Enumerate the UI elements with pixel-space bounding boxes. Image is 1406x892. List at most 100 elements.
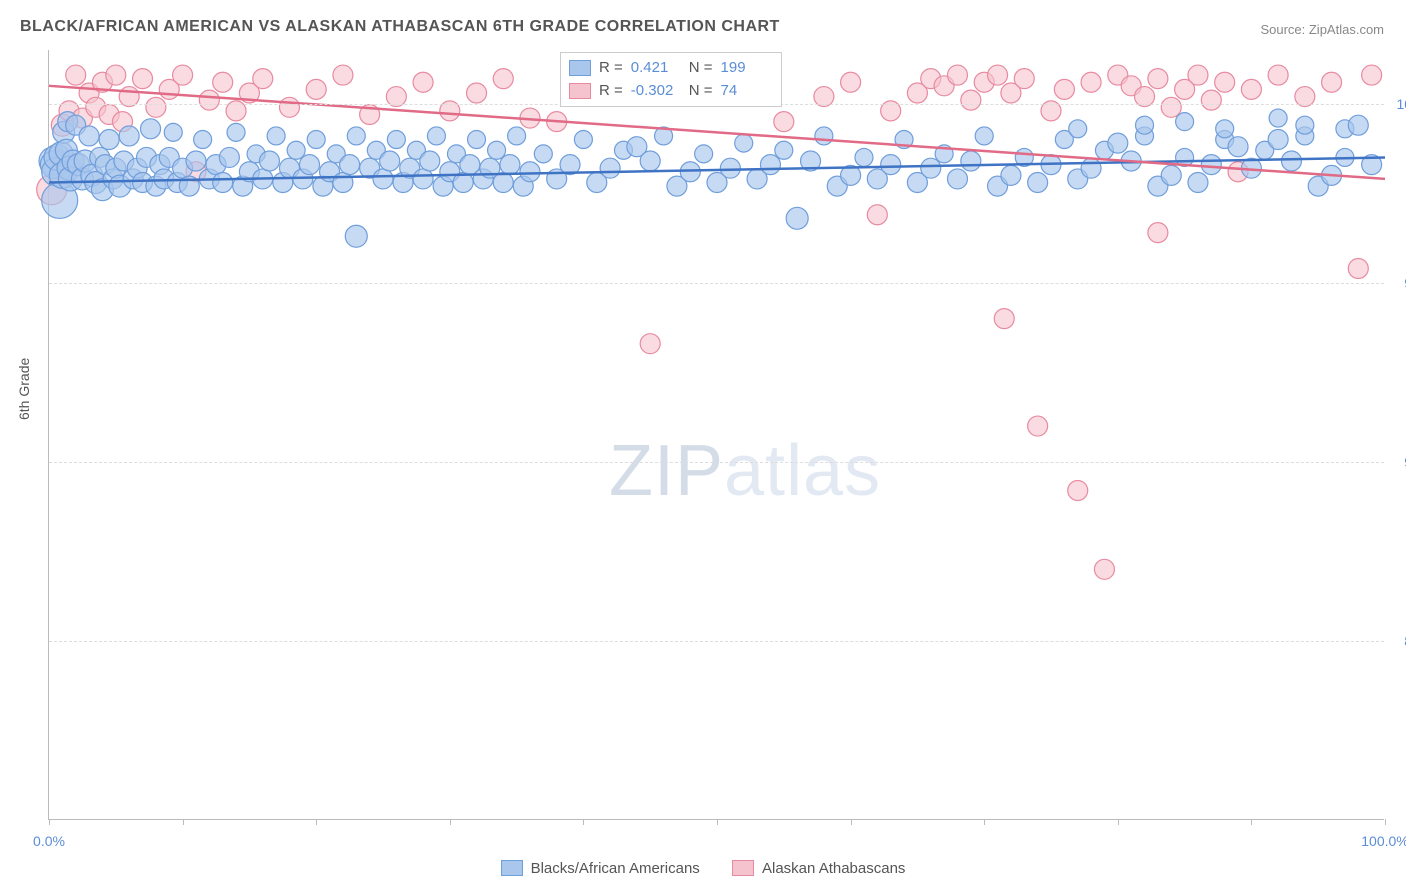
data-point xyxy=(380,151,400,171)
legend-item-2: Alaskan Athabascans xyxy=(732,860,905,877)
data-point xyxy=(1081,158,1101,178)
data-point xyxy=(413,169,433,189)
data-point xyxy=(219,147,239,167)
data-point xyxy=(1201,90,1221,110)
data-point xyxy=(988,65,1008,85)
data-point xyxy=(774,112,794,132)
data-point xyxy=(1054,79,1074,99)
data-point xyxy=(1028,416,1048,436)
data-point xyxy=(775,141,793,159)
data-point xyxy=(106,65,126,85)
data-point xyxy=(921,158,941,178)
data-point xyxy=(520,162,540,182)
swatch-pink-icon xyxy=(569,83,591,99)
data-point xyxy=(141,119,161,139)
data-point xyxy=(1176,113,1194,131)
data-point xyxy=(347,127,365,145)
gridline xyxy=(49,283,1384,284)
data-point xyxy=(1241,79,1261,99)
data-point xyxy=(1068,481,1088,501)
data-point xyxy=(279,97,299,117)
swatch-pink-icon xyxy=(732,860,754,876)
x-tick xyxy=(450,819,451,825)
data-point xyxy=(1188,173,1208,193)
r-value-2: -0.302 xyxy=(631,80,681,103)
data-point xyxy=(173,65,193,85)
x-tick-label: 0.0% xyxy=(33,833,65,849)
chart-title: BLACK/AFRICAN AMERICAN VS ALASKAN ATHABA… xyxy=(20,18,780,36)
x-tick xyxy=(851,819,852,825)
data-point xyxy=(467,83,487,103)
stats-legend: R = 0.421 N = 199 R = -0.302 N = 74 xyxy=(560,52,782,107)
data-point xyxy=(493,173,513,193)
data-point xyxy=(574,131,592,149)
data-point xyxy=(735,134,753,152)
data-point xyxy=(947,65,967,85)
data-point xyxy=(213,173,233,193)
data-point xyxy=(1028,173,1048,193)
data-point xyxy=(227,123,245,141)
data-point xyxy=(146,97,166,117)
data-point xyxy=(1001,165,1021,185)
data-point xyxy=(468,131,486,149)
data-point xyxy=(961,151,981,171)
data-point xyxy=(79,126,99,146)
source-attribution: Source: ZipAtlas.com xyxy=(1260,22,1384,37)
data-point xyxy=(199,90,219,110)
data-point xyxy=(961,90,981,110)
legend-label-2: Alaskan Athabascans xyxy=(762,860,905,877)
y-axis-title: 6th Grade xyxy=(16,358,32,420)
data-point xyxy=(1322,72,1342,92)
data-point xyxy=(333,65,353,85)
data-point xyxy=(287,141,305,159)
data-point xyxy=(373,169,393,189)
n-value-2: 74 xyxy=(721,80,771,103)
data-point xyxy=(345,225,367,247)
data-point xyxy=(1081,72,1101,92)
data-point xyxy=(133,69,153,89)
data-point xyxy=(493,69,513,89)
data-point xyxy=(1281,151,1301,171)
data-point xyxy=(413,72,433,92)
data-point xyxy=(815,127,833,145)
swatch-blue-icon xyxy=(501,860,523,876)
data-point xyxy=(333,173,353,193)
data-point xyxy=(119,126,139,146)
stats-row-2: R = -0.302 N = 74 xyxy=(569,80,771,103)
data-point xyxy=(947,169,967,189)
gridline xyxy=(49,462,1384,463)
data-point xyxy=(267,127,285,145)
data-point xyxy=(1268,65,1288,85)
data-point xyxy=(253,69,273,89)
data-point xyxy=(194,131,212,149)
x-tick xyxy=(316,819,317,825)
data-point xyxy=(1148,223,1168,243)
y-tick-label: 90.0% xyxy=(1389,454,1406,470)
data-point xyxy=(1348,258,1368,278)
data-point xyxy=(259,151,279,171)
data-point xyxy=(1148,69,1168,89)
data-point xyxy=(186,151,206,171)
data-point xyxy=(1201,155,1221,175)
data-point xyxy=(695,145,713,163)
data-point xyxy=(420,151,440,171)
data-point xyxy=(640,151,660,171)
data-point xyxy=(1188,65,1208,85)
data-point xyxy=(534,145,552,163)
y-tick-label: 95.0% xyxy=(1389,275,1406,291)
legend-label-1: Blacks/African Americans xyxy=(531,860,700,877)
data-point xyxy=(488,141,506,159)
data-point xyxy=(640,334,660,354)
data-point xyxy=(1108,133,1128,153)
x-tick xyxy=(49,819,50,825)
data-point xyxy=(1268,130,1288,150)
data-point xyxy=(841,72,861,92)
x-tick xyxy=(583,819,584,825)
data-point xyxy=(1228,137,1248,157)
y-tick-label: 100.0% xyxy=(1389,96,1406,112)
data-point xyxy=(1215,72,1235,92)
gridline xyxy=(49,641,1384,642)
y-tick-label: 85.0% xyxy=(1389,633,1406,649)
x-tick xyxy=(1251,819,1252,825)
data-point xyxy=(213,72,233,92)
